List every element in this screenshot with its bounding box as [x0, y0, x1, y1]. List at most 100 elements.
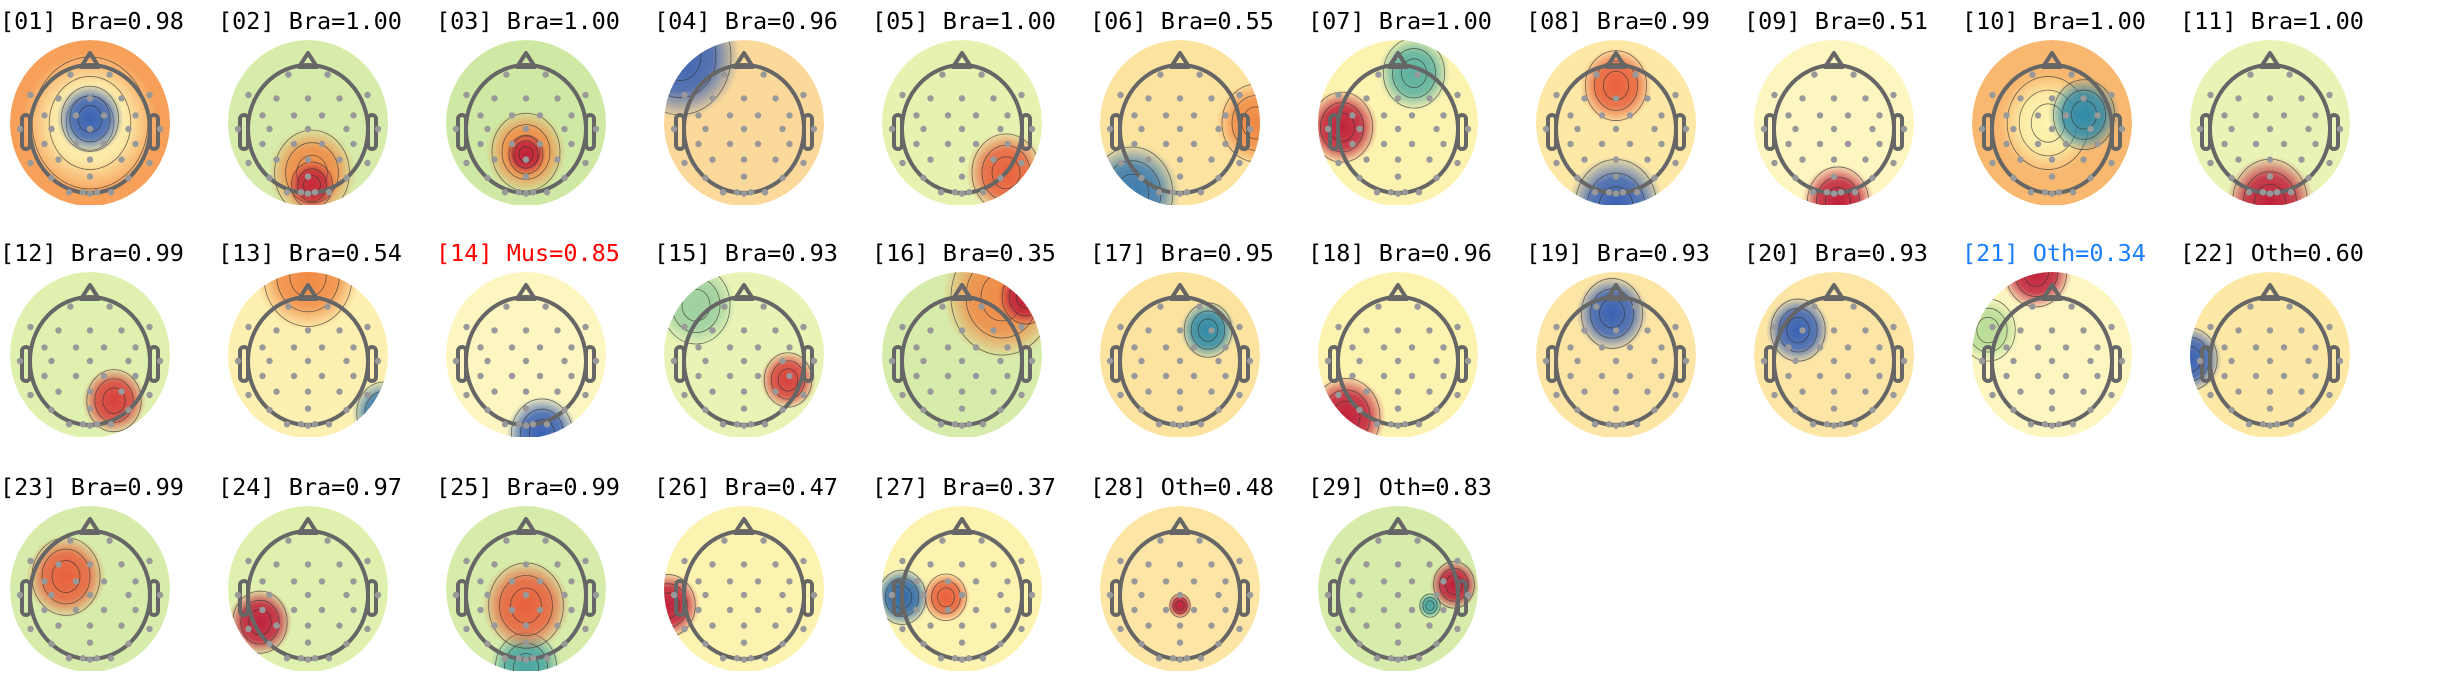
electrode-dot — [259, 372, 266, 380]
nose-icon — [1605, 51, 1627, 69]
ear-icon — [456, 579, 468, 617]
electrode-dot — [2034, 140, 2042, 148]
electrode-dot — [1349, 112, 1356, 119]
electrode-dot — [1176, 388, 1184, 395]
electrode-dot — [304, 422, 312, 429]
electrode-dot — [304, 190, 312, 197]
electrode-dot — [72, 372, 80, 380]
electrode-dot — [1176, 405, 1184, 412]
electrode-dot — [740, 190, 748, 197]
electrode-dot — [1830, 357, 1838, 365]
electrode-dot — [1106, 357, 1114, 365]
electrode-dot — [1598, 344, 1606, 351]
electrode-dot — [1349, 140, 1356, 148]
electrode-dot — [1349, 578, 1356, 585]
electrode-dot — [1426, 622, 1433, 629]
electrode-dot — [958, 125, 966, 133]
electrode-dot — [503, 303, 510, 310]
nose-icon — [951, 517, 973, 535]
electrode-dot — [1850, 71, 1857, 78]
electrode-dot — [920, 125, 927, 133]
electrode-dot — [754, 578, 762, 585]
electrode-dot — [283, 189, 291, 196]
electrode-dot — [1415, 189, 1423, 196]
electrode-dot — [1138, 174, 1145, 182]
electrode-dot — [772, 156, 779, 163]
electrode-dot — [477, 344, 484, 351]
contour-line — [1392, 48, 1437, 99]
component-label: [19] Bra=0.93 — [1526, 239, 1710, 267]
electrode-dot — [1018, 557, 1025, 565]
component-label: [10] Bra=1.00 — [1962, 7, 2146, 35]
electrode-dot — [1190, 606, 1198, 614]
electrode-dot — [522, 327, 530, 334]
electrode-dot — [1876, 140, 1883, 148]
electrode-dot — [350, 606, 357, 614]
electrode-dot — [1823, 189, 1831, 196]
electrode-dot — [2003, 344, 2010, 351]
activation-blob — [1418, 593, 1442, 619]
electrode-dot — [86, 405, 94, 412]
electrode-dot — [958, 327, 966, 334]
electrode-dot — [1222, 372, 1229, 380]
contour-line — [2190, 327, 2218, 391]
electrode-dot — [2048, 190, 2056, 197]
scalp-map — [228, 506, 388, 671]
electrode-dot — [266, 174, 273, 182]
electrode-dot — [65, 189, 73, 196]
electrode-dot — [522, 405, 530, 412]
electrode-dot — [336, 327, 343, 334]
contour-line — [2062, 89, 2107, 140]
electrode-dot — [1844, 112, 1852, 119]
electrode-dot — [325, 189, 333, 196]
contour-line — [240, 599, 280, 645]
electrode-dot — [1394, 622, 1402, 629]
electrode-dot — [118, 95, 125, 102]
electrode-dot — [1581, 156, 1588, 163]
electrode-dot — [1004, 112, 1011, 119]
electrode-dot — [747, 189, 755, 196]
electrode-dot — [522, 591, 530, 599]
electrode-dot — [695, 578, 702, 585]
electrode-dot — [2305, 357, 2312, 365]
electrode-dot — [1394, 388, 1402, 395]
electrode-dot — [72, 606, 80, 614]
electrode-dot — [146, 159, 153, 167]
electrode-dot — [719, 189, 727, 196]
nose-icon — [1387, 517, 1409, 535]
electrode-dot — [2280, 140, 2288, 148]
electrode-dot — [285, 303, 292, 310]
electrode-dot — [245, 159, 252, 167]
electrode-dot — [1408, 606, 1416, 614]
electrode-dot — [72, 578, 80, 585]
electrode-dot — [927, 95, 934, 102]
electrode-dot — [304, 95, 312, 102]
electrode-dot — [2010, 357, 2017, 365]
topomap-22: [22] Oth=0.60 — [2180, 232, 2398, 462]
electrode-dot — [2252, 344, 2260, 351]
electrode-dot — [1771, 159, 1778, 167]
ear-icon — [892, 579, 904, 617]
ear-icon — [148, 345, 160, 383]
ear-icon — [1674, 113, 1686, 151]
component-label: [05] Bra=1.00 — [872, 7, 1056, 35]
electrode-dot — [2266, 327, 2274, 334]
electrode-dot — [1394, 156, 1402, 163]
electrode-dot — [561, 357, 568, 365]
electrode-dot — [477, 578, 484, 585]
electrode-dot — [740, 656, 748, 663]
electrode-dot — [508, 344, 516, 351]
electrode-dot — [41, 112, 48, 119]
electrode-dot — [1394, 639, 1402, 646]
electrode-dot — [536, 578, 544, 585]
electrode-dot — [452, 357, 460, 365]
electrode-dot — [681, 391, 688, 399]
electrode-dot — [719, 421, 727, 428]
electrode-dot — [536, 606, 544, 614]
electrode-dot — [125, 174, 132, 182]
electrode-dot — [2228, 174, 2235, 182]
electrode-dot — [1876, 112, 1883, 119]
electrode-dot — [374, 591, 382, 599]
electrode-dot — [1004, 140, 1011, 148]
electrode-dot — [1862, 156, 1869, 163]
